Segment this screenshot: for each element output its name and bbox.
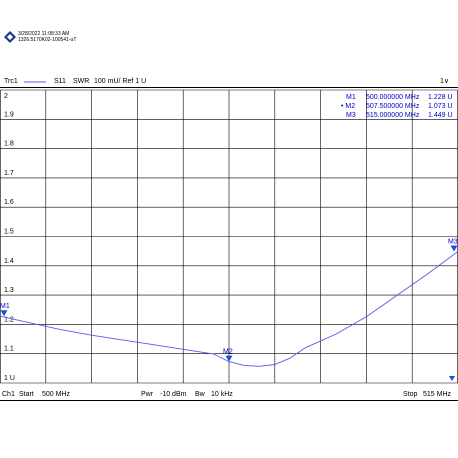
timestamp: 3/28/2022 11:08:33 AM xyxy=(18,31,70,37)
trace-scale: 100 mU/ Ref 1 U xyxy=(94,78,147,85)
y-tick-label: 1.8 xyxy=(4,141,14,148)
swr-chart: 2 1.9 1.8 1.7 1.6 1.5 1.4 1.3 1.2 1.1 1 U M1 500.000… xyxy=(0,89,458,384)
instrument-id: 1326.5170K02-100541-uT xyxy=(18,37,77,43)
footer-bw-label: Bw xyxy=(195,391,205,398)
instrument-header: 3/28/2022 11:08:33 AM 1326.5170K02-10054… xyxy=(0,0,458,88)
swr-trace-line xyxy=(0,251,458,367)
footer-bw-value: 10 kHz xyxy=(211,391,233,398)
rohde-schwarz-logo-icon xyxy=(4,31,16,43)
marker-label: M1 xyxy=(0,303,10,310)
y-tick-label: 1.7 xyxy=(4,170,14,177)
y-tick-label: 1.2 xyxy=(4,316,14,323)
footer-start-label: Start xyxy=(19,391,34,398)
trace-info-bar[interactable]: Trc1 S11 SWR 100 mU/ Ref 1 U 1∨ xyxy=(0,77,458,87)
footer-stop-value: 515 MHz xyxy=(423,391,452,398)
marker-table-value: 1.073 U xyxy=(428,103,453,110)
marker-table-name: • M2 xyxy=(341,103,355,110)
trace-name[interactable]: Trc1 xyxy=(4,78,18,85)
channel-footer: Ch1 Start 500 MHz Pwr -10 dBm Bw 10 kHz … xyxy=(0,389,458,401)
y-tick-label: 1.3 xyxy=(4,287,14,294)
footer-divider xyxy=(0,400,458,401)
marker-label: M2 xyxy=(223,349,233,356)
y-tick-label: 2 xyxy=(4,93,8,100)
marker-table-freq: 515.000000 MHz xyxy=(366,112,420,119)
marker-label: M3 xyxy=(448,238,458,245)
stop-marker-triangle xyxy=(449,376,455,381)
marker-table-freq: 507.500000 MHz xyxy=(366,103,420,110)
y-tick-label: 1.5 xyxy=(4,229,14,236)
y-tick-label: 1.1 xyxy=(4,346,14,353)
marker-triangle xyxy=(0,310,8,317)
y-tick-label: 1 U xyxy=(4,375,15,382)
marker-triangle xyxy=(450,245,458,252)
marker-table-value: 1.449 U xyxy=(428,112,453,119)
marker-table-value: 1.228 U xyxy=(428,94,453,101)
footer-power-value: -10 dBm xyxy=(160,391,187,398)
y-tick-label: 1.4 xyxy=(4,258,14,265)
channel-indicator[interactable]: 1∨ xyxy=(440,78,450,85)
marker-triangle xyxy=(225,355,233,362)
footer-power-label: Pwr xyxy=(141,391,154,398)
y-tick-label: 1.9 xyxy=(4,111,14,118)
marker-table-name: M3 xyxy=(346,112,356,119)
footer-stop-label: Stop xyxy=(403,391,418,398)
y-tick-label: 1.6 xyxy=(4,199,14,206)
trace-line-icon xyxy=(24,81,46,83)
trace-measurement: S11 xyxy=(54,78,66,85)
marker-table-name: M1 xyxy=(346,94,356,101)
footer-channel: Ch1 xyxy=(2,391,15,398)
header-divider xyxy=(0,87,458,88)
marker-table-freq: 500.000000 MHz xyxy=(366,94,420,101)
trace-format: SWR xyxy=(73,78,90,85)
footer-start-value: 500 MHz xyxy=(42,391,71,398)
